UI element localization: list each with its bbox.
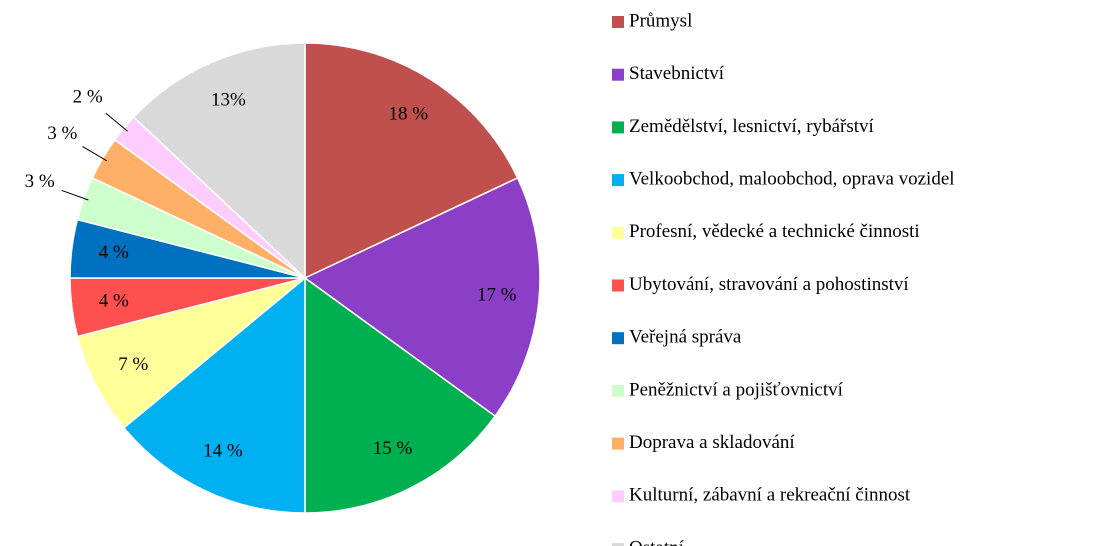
data-label: 3 % [47,123,77,144]
legend-swatch [612,121,624,134]
data-label: 7 % [118,354,148,375]
data-label: 4 % [99,242,129,263]
legend-swatch [612,384,624,397]
legend-swatch [612,174,624,187]
pie-slice [76,277,306,429]
data-label: 13% [211,90,246,111]
pie-slice [132,42,306,280]
legend-swatch [612,16,624,28]
legend-swatch [612,68,624,81]
legend-label: Zemědělství, lesnictví, rybářství [629,116,875,137]
data-label: 18 % [388,104,428,125]
legend-swatch [612,279,624,292]
legend-label: Kulturní, zábavní a rekreační činnost [629,485,911,506]
legend-swatch [612,543,624,546]
data-label: 3 % [25,171,55,192]
data-label: 14 % [203,441,243,462]
legend-label: Stavebnictví [629,63,725,84]
legend-label: Veřejná správa [629,327,742,348]
legend-label: Ostatní [629,537,685,546]
legend-label: Doprava a skladování [629,432,795,453]
legend-swatch [612,226,624,239]
legend-swatch [612,490,624,503]
legend-label: Průmysl [629,10,692,31]
data-label: 2 % [73,87,103,108]
pie-slice [304,276,497,514]
legend-swatch [612,332,624,345]
pie-slice [122,276,306,514]
legend-label: Ubytování, stravování a pohostinství [629,274,909,295]
pie-slice [303,176,541,418]
legend-label: Peněžnictví a pojišťovnictví [629,379,844,400]
data-label: 15 % [373,438,413,459]
legend-label: Velkoobchod, maloobchod, oprava vozidel [629,168,955,189]
leader-line [61,189,89,201]
data-label: 17 % [477,284,517,305]
legend-label: Profesní, vědecké a technické činnosti [629,221,920,242]
leader-line [82,145,108,162]
pie-slice [304,42,519,280]
leader-line [105,112,128,132]
legend-swatch [612,437,624,450]
data-label: 4 % [99,291,129,312]
